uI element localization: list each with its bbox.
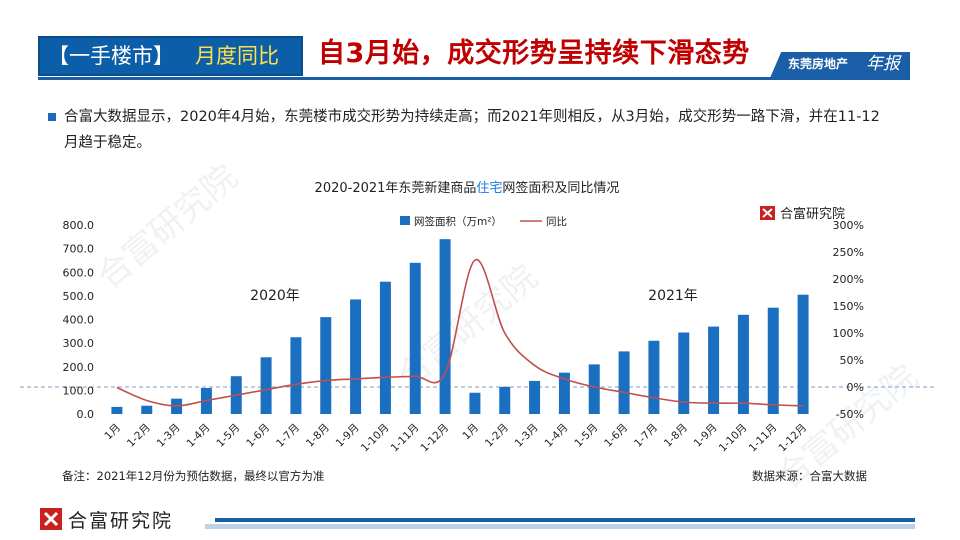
area-bar	[797, 294, 809, 414]
y-left-tick-label: 300.0	[63, 337, 95, 350]
area-bar	[379, 281, 391, 414]
x-tick-label: 1-2月	[483, 422, 511, 450]
x-tick-label: 1-8月	[304, 422, 332, 450]
area-bar	[320, 317, 332, 414]
y-left-tick-label: 500.0	[63, 290, 95, 303]
x-tick-label: 1-6月	[244, 422, 272, 450]
x-tick-label: 1-12月	[776, 422, 809, 455]
header-tag: 【一手楼市】	[48, 44, 174, 68]
year-label: 2021年	[648, 288, 698, 304]
area-bar	[111, 406, 123, 414]
y-left-tick-label: 600.0	[63, 266, 95, 279]
x-tick-label: 1-4月	[542, 422, 570, 450]
y-left-tick-label: 700.0	[63, 243, 95, 256]
x-tick-label: 1月	[102, 422, 123, 443]
header-subtag: 月度同比	[195, 44, 279, 68]
chart-title-pre: 2020-2021年东莞新建商品	[315, 180, 477, 196]
area-bar	[290, 337, 302, 414]
x-tick-label: 1-3月	[513, 422, 541, 450]
chart-title-post: 网签面积及同比情况	[502, 180, 619, 196]
x-tick-label: 1-11月	[389, 422, 422, 455]
y-left-tick-label: 200.0	[63, 361, 95, 374]
x-tick-label: 1-7月	[274, 422, 302, 450]
y-right-tick-label: -50%	[836, 408, 864, 421]
area-bar	[469, 392, 481, 414]
x-tick-label: 1-8月	[662, 422, 690, 450]
y-left-tick-label: 800.0	[63, 219, 95, 232]
y-right-tick-label: 300%	[833, 219, 864, 232]
x-tick-label: 1-7月	[632, 422, 660, 450]
x-tick-label: 1-5月	[214, 422, 242, 450]
note-text: 备注：2021年12月份为预估数据，最终以官方为准	[62, 469, 325, 483]
area-bar	[141, 405, 153, 414]
area-bar	[618, 351, 630, 414]
y-right-tick-label: 150%	[833, 300, 864, 313]
logo-icon-mark	[762, 208, 773, 218]
y-left-tick-label: 100.0	[63, 384, 95, 397]
x-tick-label: 1-3月	[155, 422, 183, 450]
footer-rule-light	[205, 524, 915, 529]
x-tick-label: 1-11月	[747, 422, 780, 455]
x-tick-label: 1-5月	[572, 422, 600, 450]
bullet-icon	[48, 113, 56, 121]
chart-title: 2020-2021年东莞新建商品住宅网签面积及同比情况	[315, 180, 620, 196]
header-rule	[38, 77, 910, 80]
area-bar	[409, 262, 421, 414]
area-bar	[648, 340, 660, 414]
chart-logo-name: 合富研究院	[780, 206, 845, 222]
y-right-tick-label: 250%	[833, 246, 864, 259]
x-tick-label: 1-9月	[334, 422, 362, 450]
area-bar	[767, 307, 779, 414]
header-badge-label: 东莞房地产	[788, 57, 849, 71]
area-bar	[737, 314, 749, 414]
area-bar	[260, 357, 272, 414]
footer-rule	[215, 518, 915, 522]
area-bar	[499, 386, 511, 414]
header-tag-box	[38, 36, 303, 76]
x-tick-label: 1-4月	[184, 422, 212, 450]
yoy-series-line	[116, 259, 804, 407]
y-left-tick-label: 0.0	[77, 408, 95, 421]
page-title: 自3月始，成交形势呈持续下滑态势	[318, 38, 750, 69]
header-badge-script: 年报	[866, 54, 900, 74]
x-tick-label: 1-9月	[692, 422, 720, 450]
area-bar	[350, 299, 362, 414]
legend-line-label: 同比	[546, 215, 567, 228]
y-right-tick-label: 0%	[847, 381, 864, 394]
area-bar	[708, 326, 720, 414]
chart-title-highlight: 住宅	[476, 181, 502, 196]
footer-logo-name: 合富研究院	[68, 510, 174, 532]
legend-bar-swatch	[400, 216, 410, 225]
x-tick-label: 1-12月	[418, 422, 451, 455]
x-tick-label: 1-10月	[717, 422, 750, 455]
y-left-tick-label: 400.0	[63, 314, 95, 327]
area-bar	[529, 380, 541, 414]
x-tick-label: 1-6月	[602, 422, 630, 450]
y-right-tick-label: 100%	[833, 327, 864, 340]
x-tick-label: 1-10月	[359, 422, 392, 455]
summary-text: 合富大数据显示，2020年4月始，东莞楼市成交形势为持续走高；而2021年则相反…	[64, 109, 880, 151]
header-badge	[770, 52, 910, 78]
year-label: 2020年	[250, 288, 300, 304]
area-bar	[678, 332, 690, 414]
area-bar	[439, 239, 451, 414]
area-bar	[588, 364, 600, 414]
source-text: 数据来源：合富大数据	[752, 469, 867, 483]
area-bar	[558, 372, 570, 414]
x-tick-label: 1月	[460, 422, 481, 443]
logo-icon	[40, 508, 62, 530]
y-right-tick-label: 50%	[840, 354, 864, 367]
y-right-tick-label: 200%	[833, 273, 864, 286]
legend-bar-label: 网签面积（万m²）	[414, 215, 502, 228]
x-tick-label: 1-2月	[125, 422, 153, 450]
